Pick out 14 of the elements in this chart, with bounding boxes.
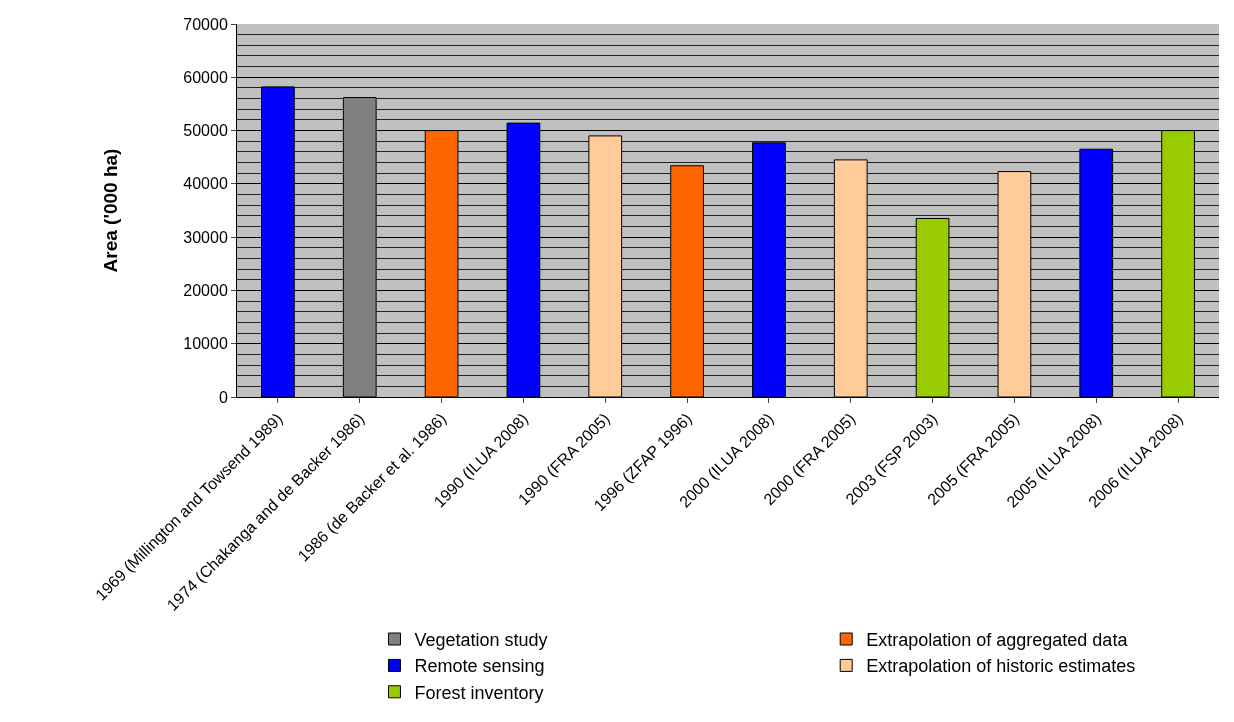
y-tick-label: 10000 xyxy=(183,335,228,353)
legend-label: Extrapolation of historic estimates xyxy=(866,656,1136,677)
y-tick-label: 40000 xyxy=(183,175,228,193)
legend-label: Forest inventory xyxy=(414,682,544,703)
legend-label: Vegetation study xyxy=(414,630,548,651)
y-tick-label: 20000 xyxy=(183,282,228,300)
y-tick-label: 60000 xyxy=(183,68,228,86)
legend-label: Remote sensing xyxy=(414,656,545,677)
y-axis-title: Area ('000 ha) xyxy=(100,148,122,273)
y-tick-label: 0 xyxy=(218,388,228,406)
y-tick-label: 30000 xyxy=(183,228,228,246)
y-tick-label: 70000 xyxy=(183,15,228,33)
legend-label: Extrapolation of aggregated data xyxy=(866,630,1129,651)
y-tick-label: 50000 xyxy=(183,122,228,140)
